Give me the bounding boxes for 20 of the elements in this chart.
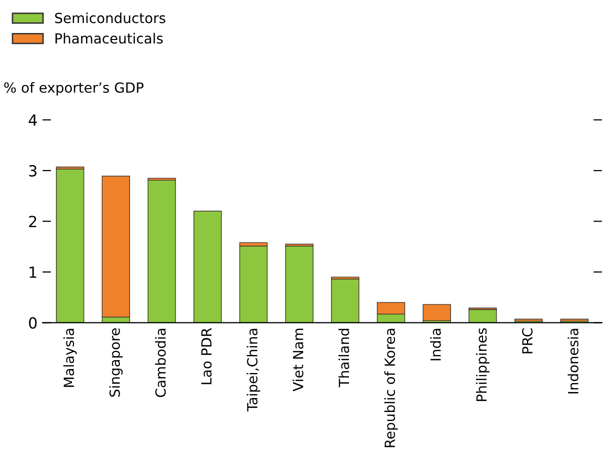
y-tick-label: 3 [29,165,36,177]
y-tick-label: 1 [30,266,36,278]
legend-label: Phamaceuticals [56,32,163,44]
x-tick-label: Philippines [476,328,490,402]
x-tick-label: Lao PDR [201,328,212,384]
x-tick-label: Thailand [338,328,350,388]
x-tick-label: Cambodia [155,328,166,398]
y-tick-label: 4 [28,114,37,126]
y-axis-title: % of exporter’s GDP [4,82,144,96]
x-tick-label: Republic of Korea [384,328,398,448]
y-tick-label: 2 [29,216,36,228]
x-tick-label: India [430,328,441,360]
x-tick-label: PRC [522,328,533,354]
legend-label: Semiconductors [55,12,166,24]
x-tick-label: Viet Nam [292,328,304,392]
y-tick-label: 0 [28,317,37,329]
x-tick-label: Malaysia [63,328,77,387]
x-tick-label: Taipei,China [246,328,260,412]
x-tick-label: Indonesia [568,328,578,394]
x-tick-label: Singapore [109,328,123,397]
